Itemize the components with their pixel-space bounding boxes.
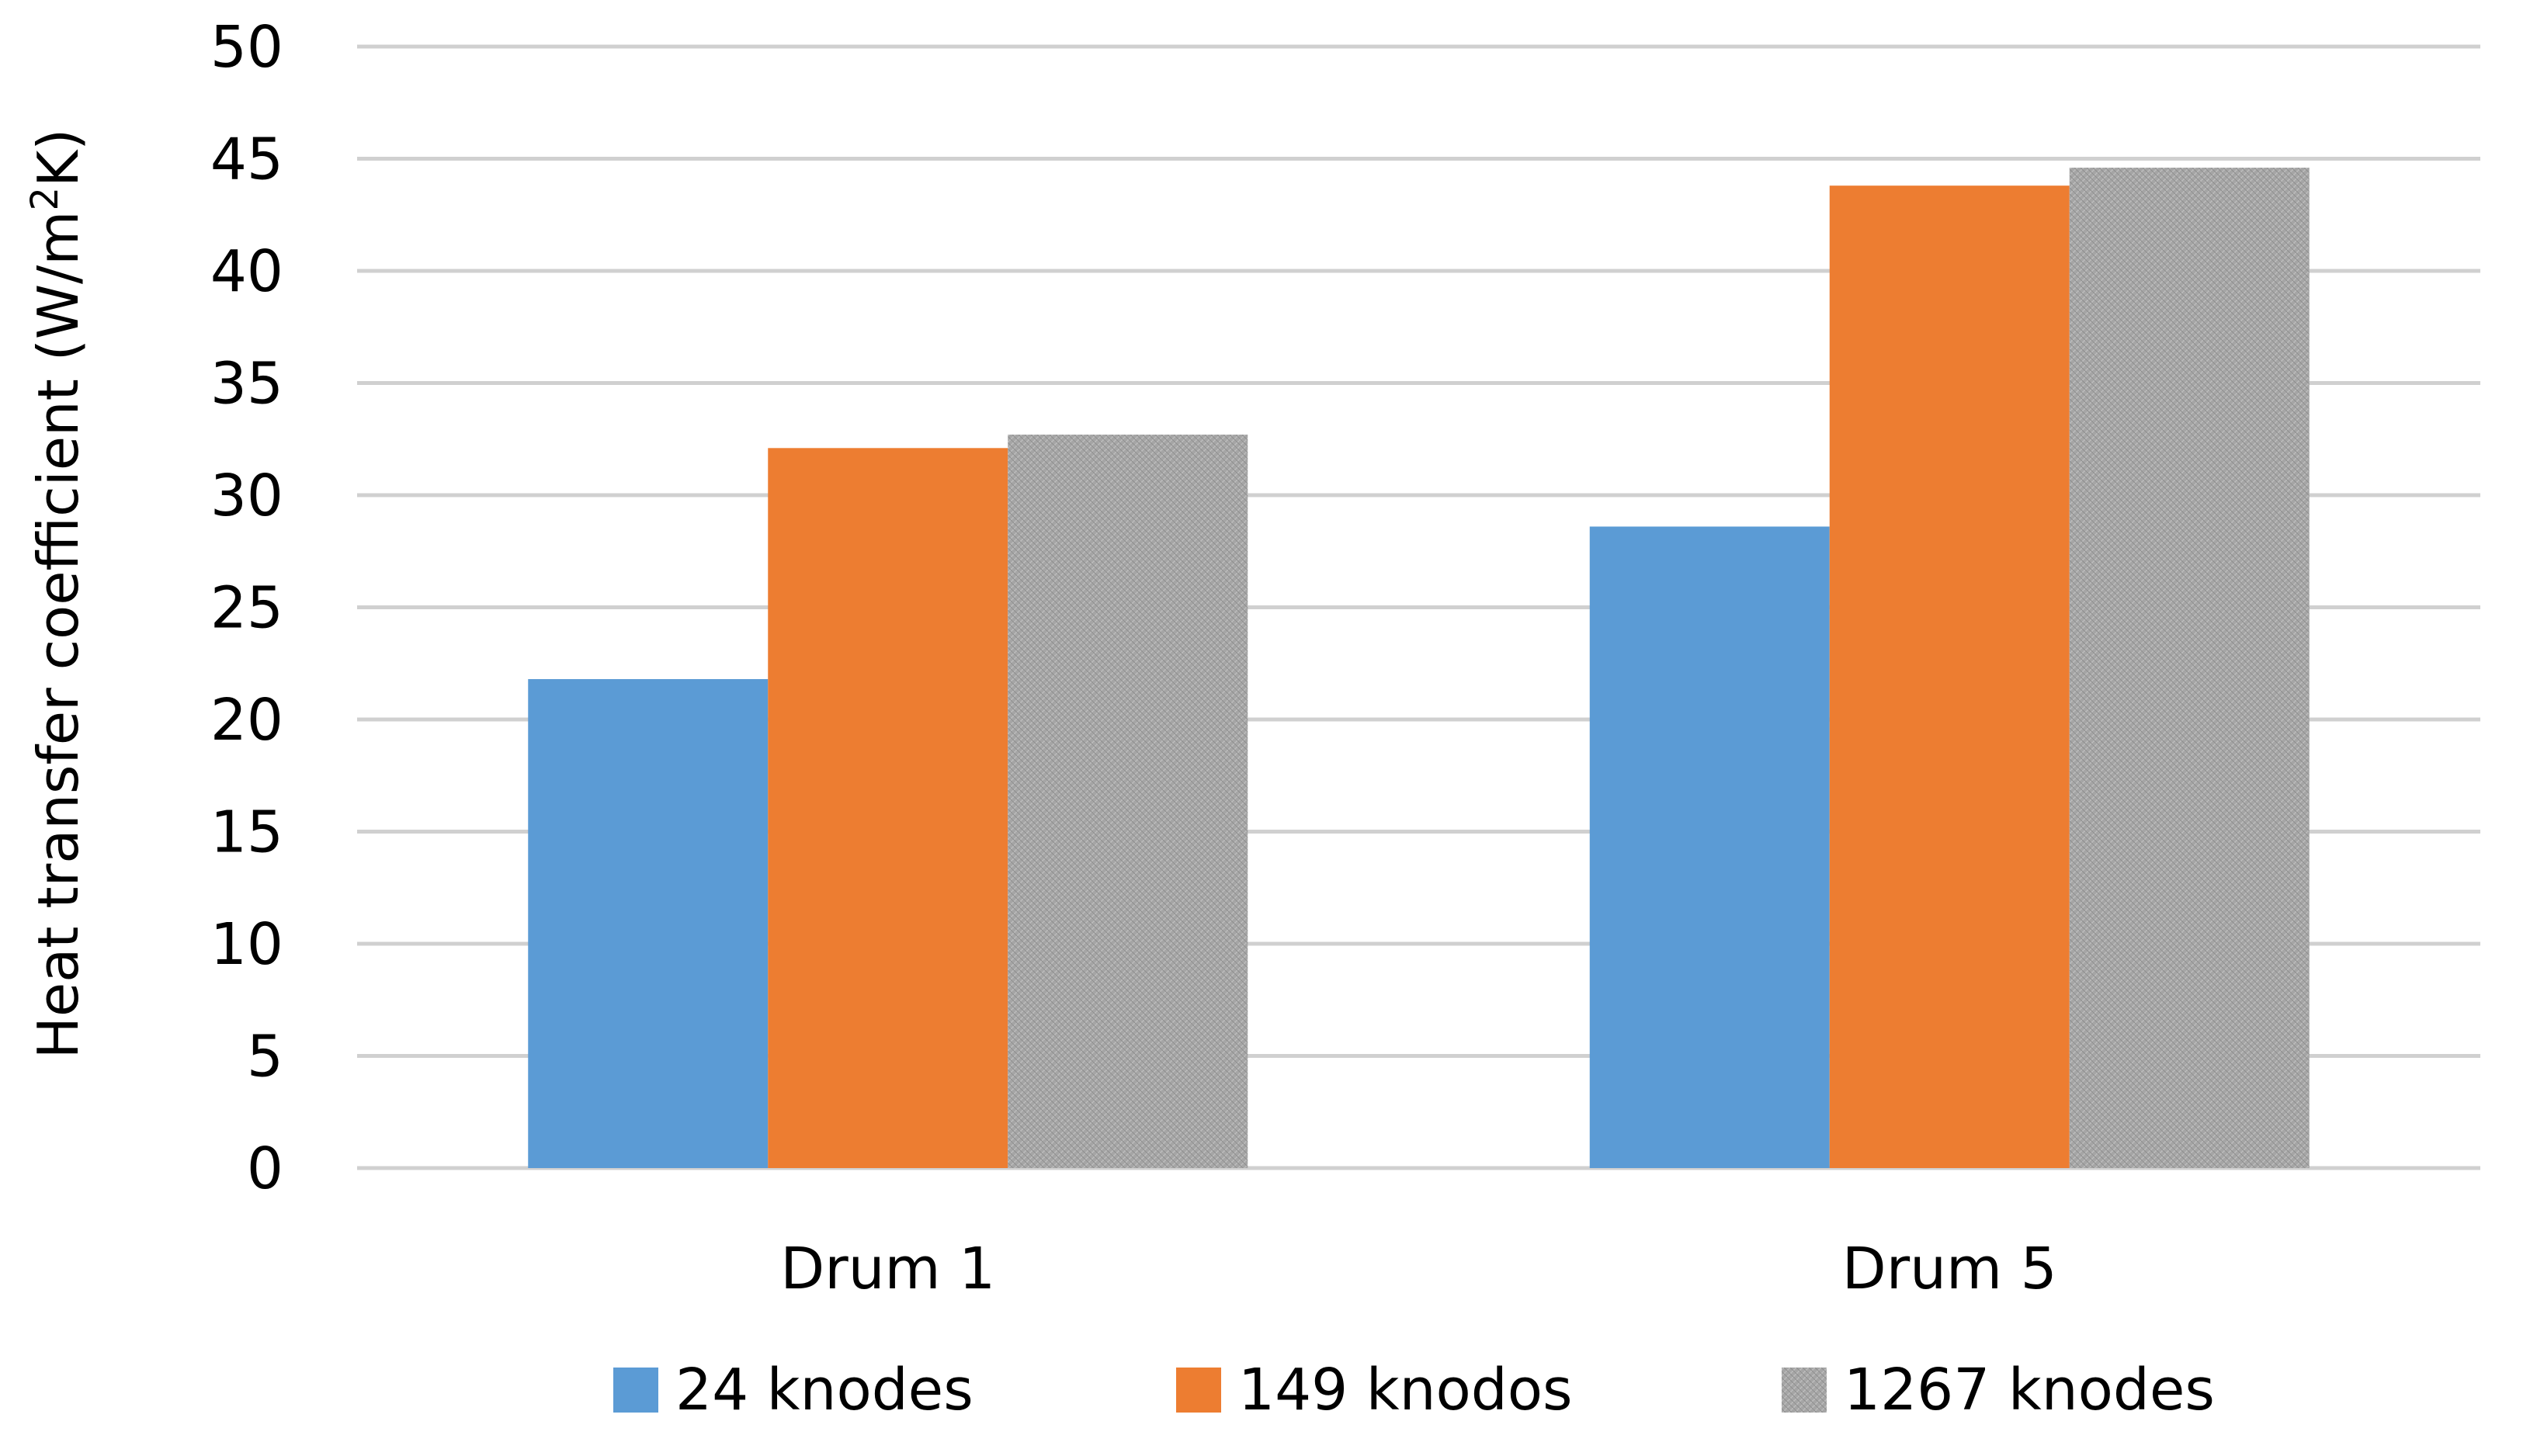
y-tick-label: 0 — [247, 1135, 283, 1202]
legend-label-3: 1267 knodes — [1844, 1357, 2215, 1423]
bar-2-2 — [1829, 185, 2070, 1169]
y-tick-label: 30 — [210, 463, 283, 529]
y-tick-label: 35 — [210, 351, 283, 418]
y-tick-label: 40 — [210, 238, 283, 305]
y-tick-label: 20 — [210, 687, 283, 754]
legend-label-2: 149 knodos — [1238, 1357, 1573, 1423]
bar-1-1 — [528, 678, 769, 1168]
y-tick-label: 5 — [247, 1024, 283, 1090]
y-axis-ticks: 0 5 10 15 20 25 30 35 40 45 50 — [210, 14, 283, 1202]
x-tick-label: Drum 1 — [780, 1236, 995, 1302]
x-tick-label: Drum 5 — [1842, 1236, 2057, 1302]
bars — [528, 168, 2310, 1169]
bar-2-1 — [768, 448, 1008, 1168]
bar-3-1 — [1008, 434, 1248, 1168]
y-tick-label: 10 — [210, 911, 283, 978]
bar-3-2 — [2069, 168, 2310, 1168]
y-tick-label: 15 — [210, 799, 283, 866]
x-axis-ticks: Drum 1 Drum 5 — [780, 1236, 2057, 1302]
y-axis-label: Heat transfer coefficient (W/m2K) — [23, 129, 91, 1059]
y-tick-label: 45 — [210, 127, 283, 193]
legend: 24 knodes 149 knodos 1267 knodes — [613, 1357, 2215, 1423]
y-tick-label: 50 — [210, 14, 283, 81]
legend-swatch-2 — [1176, 1368, 1221, 1413]
y-tick-label: 25 — [210, 575, 283, 642]
bar-1-2 — [1589, 526, 1830, 1168]
legend-label-1: 24 knodes — [675, 1357, 974, 1423]
legend-swatch-3 — [1782, 1368, 1827, 1413]
legend-swatch-1 — [613, 1368, 658, 1413]
